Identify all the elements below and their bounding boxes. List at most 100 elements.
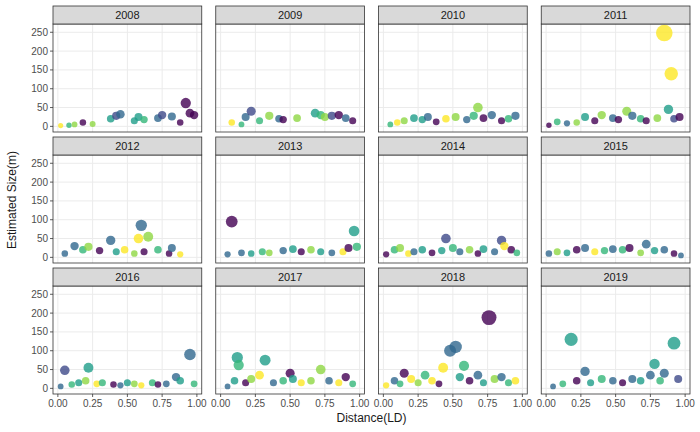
point: [456, 248, 463, 255]
strip-label: 2008: [115, 9, 139, 21]
point: [259, 248, 266, 255]
point: [116, 110, 125, 119]
point: [505, 115, 513, 123]
chart-container: 2008050100150200250200920102011201205010…: [0, 0, 700, 432]
tick-y: [50, 313, 53, 314]
point: [270, 379, 277, 386]
point: [234, 360, 244, 370]
point: [637, 377, 645, 385]
panel: 2008050100150200250: [31, 6, 201, 132]
tick-label-x: 0.25: [408, 398, 428, 409]
point: [598, 111, 606, 119]
tick-label-x: 1.00: [513, 398, 533, 409]
point: [155, 381, 162, 388]
panel-border: [379, 24, 528, 132]
grid-line-x: [162, 155, 163, 263]
tick-label-y: 100: [31, 345, 48, 356]
point: [298, 248, 305, 255]
point: [626, 244, 634, 252]
grid-line-x: [452, 286, 453, 394]
point: [642, 240, 651, 249]
point: [110, 381, 117, 388]
panel: 2011: [541, 6, 690, 132]
panel: 2010: [379, 6, 528, 132]
point: [124, 379, 131, 386]
tick-y: [50, 163, 53, 164]
point: [82, 377, 90, 385]
point: [428, 377, 436, 385]
point: [463, 116, 470, 123]
point: [58, 123, 63, 128]
point: [225, 384, 231, 390]
tick-label-x: 0.25: [246, 398, 266, 409]
point: [176, 377, 184, 385]
tick-y: [50, 200, 53, 201]
points: [58, 349, 198, 390]
tick-x: [383, 394, 384, 397]
point: [554, 248, 561, 255]
tick-x: [290, 394, 291, 397]
point: [184, 349, 196, 361]
point: [438, 363, 448, 373]
strip: [379, 268, 528, 286]
point: [177, 119, 184, 126]
grid-line-x: [290, 24, 291, 132]
point: [619, 246, 627, 254]
strip: [53, 6, 202, 24]
point: [637, 249, 644, 256]
grid-line-x: [220, 155, 221, 263]
tick-x: [92, 394, 93, 397]
grid-line-x: [487, 155, 488, 263]
grid-line-x: [127, 286, 128, 394]
point: [400, 369, 409, 378]
tick-label-x: 0.25: [83, 398, 103, 409]
point: [134, 234, 144, 244]
point: [564, 120, 570, 126]
point: [228, 119, 235, 126]
point: [177, 251, 183, 257]
point: [279, 377, 287, 385]
point: [394, 119, 401, 126]
grid-line-x: [220, 24, 221, 132]
panel: 2012050100150200250: [31, 137, 201, 263]
tick-label-x: 1.00: [187, 398, 207, 409]
tick-x: [324, 394, 325, 397]
point: [325, 377, 333, 385]
point: [231, 377, 239, 385]
grid-line-x: [57, 24, 58, 132]
panel-background: [541, 24, 690, 132]
panel-background: [541, 286, 690, 394]
point: [239, 122, 245, 128]
background: [0, 0, 700, 432]
grid-line-x: [92, 286, 93, 394]
panel-background: [216, 286, 365, 394]
strip: [379, 137, 528, 155]
point: [615, 116, 622, 123]
panel: 2015: [541, 137, 690, 263]
point: [491, 375, 499, 383]
point: [651, 247, 658, 254]
grid-line-x: [196, 155, 197, 263]
tick-y: [50, 331, 53, 332]
point: [353, 243, 361, 251]
grid-line-x: [615, 286, 616, 394]
point: [500, 242, 508, 250]
grid-line-x: [255, 24, 256, 132]
panel-border: [216, 24, 365, 132]
point: [349, 380, 356, 387]
strip-label: 2015: [603, 140, 627, 152]
point: [407, 375, 415, 383]
tick-x: [255, 394, 256, 397]
point: [154, 246, 162, 254]
point: [335, 379, 342, 386]
tick-x: [487, 394, 488, 397]
tick-label-x: 1.00: [350, 398, 370, 409]
point: [191, 380, 198, 387]
point: [473, 103, 483, 113]
point: [168, 244, 176, 252]
tick-label-y: 50: [37, 102, 49, 113]
tick-y: [50, 88, 53, 89]
point: [664, 105, 673, 114]
tick-x: [685, 394, 686, 397]
strip: [541, 6, 690, 24]
